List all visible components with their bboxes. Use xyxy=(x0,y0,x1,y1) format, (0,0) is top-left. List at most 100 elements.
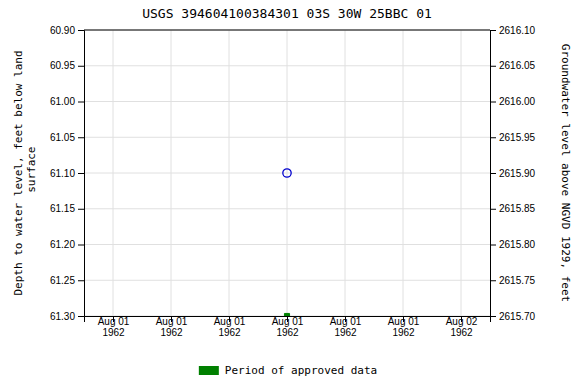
x-tick-label: Aug 011962 xyxy=(156,316,188,338)
y2-tick-mark xyxy=(490,66,496,67)
x-tick: Aug 011962 xyxy=(156,316,188,338)
y-tick: 61.15 xyxy=(50,203,84,214)
y2-tick: 2615.90 xyxy=(490,168,536,179)
y-tick-mark xyxy=(78,137,84,138)
y2-tick-mark xyxy=(490,245,496,246)
x-tick-label: Aug 011962 xyxy=(272,316,304,338)
grid-line-x xyxy=(403,30,404,316)
text-line: 1962 xyxy=(450,327,473,338)
x-tick-label: Aug 011962 xyxy=(98,316,130,338)
x-axis: Aug 011962Aug 011962Aug 011962Aug 011962… xyxy=(85,316,491,338)
y2-tick-mark xyxy=(490,280,496,281)
text-line: Aug 01 xyxy=(388,316,420,327)
y2-axis-label: Groundwater level above NGVD 1929, feet xyxy=(559,44,572,302)
y-tick-label: 61.30 xyxy=(50,311,75,322)
y2-tick: 2616.00 xyxy=(490,96,536,107)
y2-tick-mark xyxy=(490,173,496,174)
point xyxy=(283,169,291,177)
y2-tick-mark xyxy=(490,102,496,103)
y-tick-mark xyxy=(78,316,84,317)
axis-domain xyxy=(78,31,85,317)
y-tick-label: 61.20 xyxy=(50,239,75,250)
y2-tick-label: 2616.05 xyxy=(499,60,536,71)
y-tick: 61.25 xyxy=(50,275,84,286)
y-tick-mark xyxy=(78,30,84,31)
y-tick: 61.30 xyxy=(50,311,84,322)
x-tick: Aug 011962 xyxy=(388,316,420,338)
axis-domain xyxy=(491,31,497,317)
y-tick-label: 61.25 xyxy=(50,275,75,286)
legend-label: Period of approved data xyxy=(225,364,377,377)
y-tick-mark xyxy=(78,102,84,103)
title: USGS 394604100384301 03S 30W 25BBC 01 xyxy=(142,6,432,21)
grid-line-x xyxy=(229,30,230,316)
text-line: 1962 xyxy=(392,327,415,338)
legend-swatch xyxy=(199,366,219,375)
x-tick-label: Aug 011962 xyxy=(388,316,420,338)
marks xyxy=(283,169,291,316)
y2-tick: 2616.10 xyxy=(490,25,536,36)
grid-line-x xyxy=(345,30,346,316)
y2-tick: 2615.80 xyxy=(490,239,536,250)
grid xyxy=(84,30,490,316)
y-tick: 61.10 xyxy=(50,168,84,179)
y2-tick: 2615.95 xyxy=(490,132,536,143)
y-axis: 60.90 60.95 61.00 61.05 61.10 61.15 61.20 61.25… xyxy=(50,25,85,322)
legend-item: Period of approved data xyxy=(199,364,377,377)
y2-tick-label: 2615.95 xyxy=(499,132,536,143)
text-line: Aug 01 xyxy=(330,316,362,327)
y-axis-label: Depth to water level, feet below land su… xyxy=(12,50,38,295)
text-line: 1962 xyxy=(218,327,241,338)
y-tick: 61.00 xyxy=(50,96,84,107)
text-line: 1962 xyxy=(102,327,125,338)
x-tick: Aug 011962 xyxy=(330,316,362,338)
y2-tick: 2615.75 xyxy=(490,275,536,286)
grid-line-x xyxy=(113,30,114,316)
y-tick-mark xyxy=(78,280,84,281)
y2-tick-mark xyxy=(490,30,496,31)
y-tick-mark xyxy=(78,209,84,210)
text-line: Aug 01 xyxy=(272,316,304,327)
grid-line-y xyxy=(84,30,490,31)
text-line: Aug 01 xyxy=(98,316,130,327)
text-line: 1962 xyxy=(276,327,299,338)
y-tick-label: 61.05 xyxy=(50,132,75,143)
y-tick-mark xyxy=(78,245,84,246)
text-line: Aug 01 xyxy=(214,316,246,327)
x-tick: Aug 021962 xyxy=(446,316,478,338)
grid-line-x xyxy=(461,30,462,316)
y2-tick-label: 2615.85 xyxy=(499,203,536,214)
text-line: Depth to water level, feet below land xyxy=(12,50,25,295)
text-line: Aug 01 xyxy=(156,316,188,327)
y-tick: 60.90 xyxy=(50,25,84,36)
series xyxy=(284,313,289,316)
y2-tick-mark xyxy=(490,209,496,210)
x-tick: Aug 011962 xyxy=(214,316,246,338)
text-line: surface xyxy=(25,147,38,200)
y-tick: 61.05 xyxy=(50,132,84,143)
y-tick-mark xyxy=(78,173,84,174)
y-tick-mark xyxy=(78,66,84,67)
y-tick-label: 61.00 xyxy=(50,96,75,107)
legend: Period of approved data xyxy=(199,364,377,377)
point xyxy=(284,313,289,316)
y2-tick: 2615.70 xyxy=(490,311,536,322)
y2-tick-mark xyxy=(490,137,496,138)
y2-tick-label: 2615.75 xyxy=(499,275,536,286)
y-tick: 61.20 xyxy=(50,239,84,250)
y-tick-label: 61.10 xyxy=(50,168,75,179)
text-line: 1962 xyxy=(160,327,183,338)
y-tick-label: 60.95 xyxy=(50,60,75,71)
grid-line-x xyxy=(287,30,288,316)
x-tick: Aug 011962 xyxy=(98,316,130,338)
plot-frame-top xyxy=(84,30,490,31)
y2-tick-mark xyxy=(490,316,496,317)
y-tick: 60.95 xyxy=(50,60,84,71)
series xyxy=(283,169,291,177)
y2-tick-label: 2615.90 xyxy=(499,168,536,179)
grid-line-x xyxy=(171,30,172,316)
chart: Aug 011962Aug 011962Aug 011962Aug 011962… xyxy=(0,0,576,384)
y2-tick: 2616.05 xyxy=(490,60,536,71)
y2-tick-label: 2616.00 xyxy=(499,96,536,107)
plot: Aug 011962Aug 011962Aug 011962Aug 011962… xyxy=(50,25,536,338)
